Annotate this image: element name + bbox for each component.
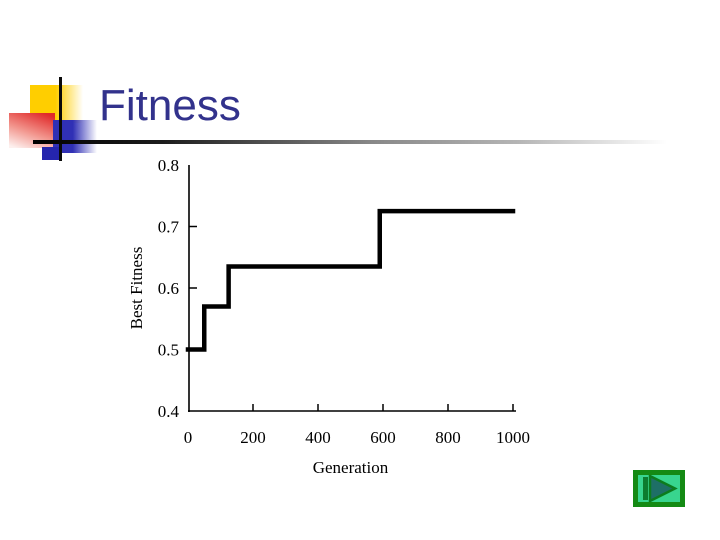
x-tick-label: 1000 (496, 428, 530, 447)
x-axis-title: Generation (313, 458, 389, 477)
x-tick-label: 200 (240, 428, 266, 447)
y-tick-label: 0.8 (158, 156, 179, 175)
page-title: Fitness (99, 81, 241, 130)
title-underline-rule (33, 140, 680, 144)
y-tick-label: 0.6 (158, 279, 179, 298)
y-tick-label: 0.7 (158, 218, 180, 237)
x-tick-label: 600 (370, 428, 396, 447)
step-forward-icon (643, 475, 678, 502)
y-axis-title: Best Fitness (127, 247, 146, 330)
next-slide-button[interactable] (633, 470, 685, 507)
y-tick-label: 0.5 (158, 341, 179, 360)
best-fitness-series (185, 208, 516, 352)
x-tick-label: 400 (305, 428, 331, 447)
x-tick-label: 800 (435, 428, 461, 447)
deco-vertical-line (59, 77, 62, 161)
x-tick-label: 0 (184, 428, 193, 447)
y-tick-label: 0.4 (158, 402, 180, 421)
deco-small-blue-square (42, 147, 60, 160)
